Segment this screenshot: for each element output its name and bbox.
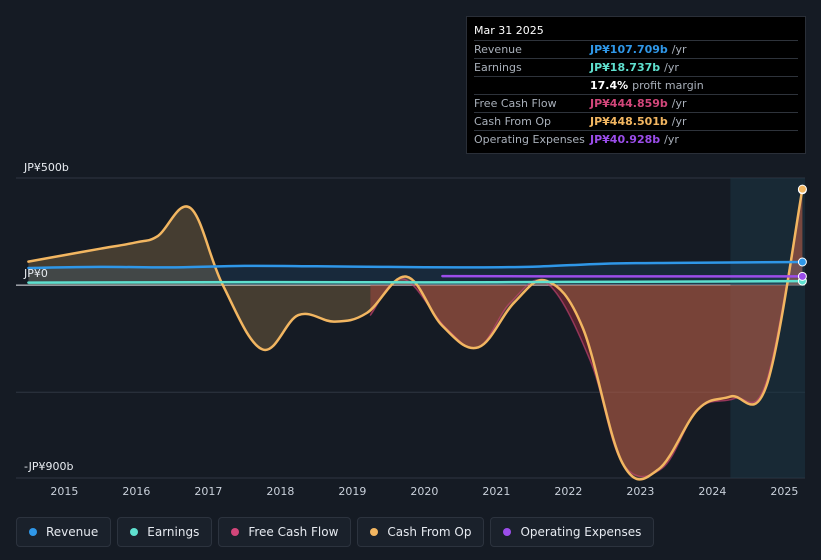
tooltip-unit: /yr (671, 43, 687, 56)
legend-dot-icon (503, 528, 512, 536)
x-tick-label: 2022 (554, 485, 582, 498)
legend-dot-icon (29, 528, 37, 536)
legend-dot-icon (370, 528, 379, 536)
tooltip-value: JP¥448.501b (590, 115, 668, 128)
series-areas (28, 189, 803, 480)
tooltip-value: 17.4% (590, 79, 629, 92)
tooltip-label: Free Cash Flow (474, 97, 557, 110)
legend-item-revenue[interactable]: Revenue (16, 517, 112, 547)
series-lines (27, 187, 804, 481)
legend-item-free-cash-flow[interactable]: Free Cash Flow (218, 517, 352, 547)
legend-label: Revenue (46, 525, 99, 539)
cash-from-op-area (28, 189, 803, 480)
tooltip-date: Mar 31 2025 (474, 22, 798, 41)
operating-expenses-end-marker (797, 271, 807, 281)
y-axis-label-zero: JP¥0 (23, 267, 48, 280)
tooltip-unit: /yr (671, 115, 687, 128)
tooltip-label: Operating Expenses (474, 133, 585, 146)
x-tick-label: 2024 (698, 485, 726, 498)
x-tick-label: 2015 (50, 485, 78, 498)
legend-dot-icon (130, 528, 139, 536)
tooltip-label: Cash From Op (474, 115, 552, 128)
legend-dot-icon (231, 528, 240, 536)
x-tick-label: 2025 (770, 485, 798, 498)
cash-from-op-end-marker (797, 184, 807, 194)
legend-item-earnings[interactable]: Earnings (117, 517, 213, 547)
tooltip-label: Revenue (474, 43, 522, 56)
tooltip-value: JP¥40.928b (590, 133, 661, 146)
cash-from-op-line (27, 187, 804, 481)
tooltip-unit: /yr (664, 133, 679, 146)
x-tick-label: 2017 (194, 485, 222, 498)
tooltip-label: Earnings (474, 61, 522, 74)
tooltip-row-free-cash-flow: Free Cash Flow JP¥444.859b /yr (474, 95, 798, 113)
y-axis-label-top: JP¥500b (23, 161, 69, 174)
data-tooltip: Mar 31 2025 Revenue JP¥107.709b /yr Earn… (466, 16, 806, 154)
tooltip-value: JP¥18.737b (590, 61, 661, 74)
earnings-line (27, 279, 804, 284)
legend-item-operating-expenses[interactable]: Operating Expenses (490, 517, 655, 547)
series-end-markers (797, 184, 807, 286)
x-tick-label: 2016 (122, 485, 150, 498)
legend-label: Free Cash Flow (248, 525, 339, 539)
legend-label: Operating Expenses (520, 525, 642, 539)
free-cash-flow-area (370, 189, 803, 477)
revenue-area (28, 262, 803, 286)
tooltip-label (474, 77, 590, 94)
x-tick-label: 2020 (410, 485, 438, 498)
x-axis-ticks: 2015 2016 2017 2018 2019 2020 2021 2022 2023 2024… (50, 485, 798, 498)
tooltip-value: JP¥107.709b (590, 43, 668, 56)
x-tick-label: 2019 (338, 485, 366, 498)
tooltip-row-cash-from-op: Cash From Op JP¥448.501b /yr (474, 113, 798, 131)
tooltip-row-revenue: Revenue JP¥107.709b /yr (474, 41, 798, 59)
legend-item-cash-from-op[interactable]: Cash From Op (357, 517, 485, 547)
legend: Revenue Earnings Free Cash Flow Cash Fro… (16, 517, 655, 547)
legend-label: Cash From Op (387, 525, 472, 539)
tooltip-row-profit-margin: 17.4% profit margin (474, 77, 798, 95)
tooltip-row-operating-expenses: Operating Expenses JP¥40.928b /yr (474, 131, 798, 148)
tooltip-unit: /yr (664, 61, 679, 74)
tooltip-unit: /yr (671, 97, 687, 110)
tooltip-unit: profit margin (632, 79, 704, 92)
x-tick-label: 2021 (482, 485, 510, 498)
x-tick-label: 2018 (266, 485, 294, 498)
tooltip-row-earnings: Earnings JP¥18.737b /yr (474, 59, 798, 77)
legend-label: Earnings (147, 525, 200, 539)
revenue-line (27, 260, 804, 270)
tooltip-value: JP¥444.859b (590, 97, 668, 110)
x-tick-label: 2023 (626, 485, 654, 498)
revenue-end-marker (797, 257, 807, 267)
y-axis-label-bottom: -JP¥900b (24, 460, 73, 473)
